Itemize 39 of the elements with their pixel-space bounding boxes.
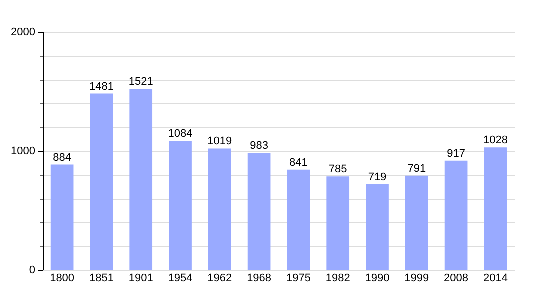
x-tick-label: 1962	[208, 272, 232, 284]
bar	[130, 89, 153, 270]
bar	[405, 176, 428, 270]
bar	[326, 176, 350, 270]
y-tick-label: 0	[29, 264, 36, 276]
data-label: 1481	[89, 80, 114, 93]
data-label: 791	[408, 162, 426, 175]
bar	[287, 170, 310, 270]
x-tick-label: 1901	[128, 272, 154, 284]
bar	[208, 148, 232, 270]
x-tick-label: 1968	[247, 272, 272, 284]
bar	[444, 160, 468, 270]
bar	[366, 184, 389, 270]
x-tick-label: 1975	[286, 272, 311, 284]
data-label: 719	[368, 171, 387, 184]
data-label: 785	[328, 164, 348, 176]
data-label: 1028	[483, 134, 508, 147]
x-tick-label: 1800	[50, 272, 75, 284]
x-tick-label: 1999	[404, 272, 430, 284]
bar	[484, 148, 508, 270]
bar	[248, 153, 271, 270]
x-tick-label: 1954	[168, 272, 193, 284]
data-label: 1019	[208, 136, 232, 148]
bar	[50, 164, 74, 270]
x-tick-label: 2014	[483, 272, 508, 284]
data-label: 983	[250, 140, 268, 152]
x-tick-label: 1990	[365, 272, 390, 284]
data-label: 917	[447, 148, 466, 160]
bar	[90, 94, 114, 270]
y-tick-label: 1000	[11, 146, 36, 158]
data-label: 841	[290, 156, 308, 169]
y-tick-label: 2000	[11, 26, 36, 38]
data-label: 1084	[168, 128, 193, 140]
x-tick-label: 2008	[444, 272, 469, 284]
bar	[169, 141, 192, 270]
x-tick-label: 1851	[89, 272, 114, 284]
data-label: 1521	[128, 76, 154, 88]
data-label: 884	[53, 152, 72, 164]
x-tick-label: 1982	[326, 272, 350, 284]
